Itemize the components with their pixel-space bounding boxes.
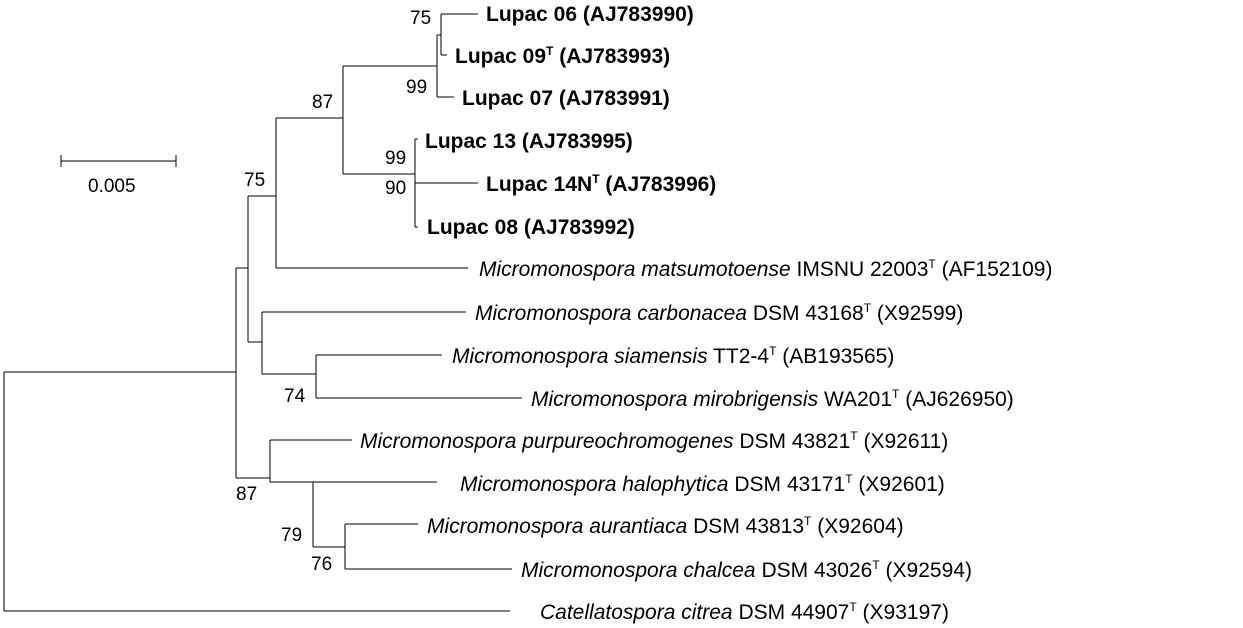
bootstrap-value: 99 [406, 77, 427, 98]
taxon-accession: (AJ783992) [524, 216, 635, 239]
taxon-species: Micromonospora chalcea [521, 559, 756, 582]
bootstrap-value: 75 [410, 8, 431, 29]
bootstrap-value: 79 [281, 525, 302, 546]
type-mark: T [850, 429, 858, 443]
type-mark: T [769, 344, 777, 358]
taxon-species: Micromonospora aurantiaca [427, 515, 687, 538]
type-mark: T [864, 301, 872, 315]
taxon-accession: (X92601) [858, 473, 944, 496]
taxon-name: Lupac 09 [455, 45, 546, 68]
taxon-label-carbonacea: Micromonospora carbonacea DSM 43168T (X9… [475, 301, 963, 325]
taxon-name: Lupac 13 [425, 130, 516, 153]
bootstrap-values: 75 99 87 99 90 75 74 87 79 76 [236, 8, 431, 575]
taxon-label-siamensis: Micromonospora siamensis TT2-4T (AB19356… [452, 344, 894, 368]
taxon-strain: DSM 43813 [693, 515, 804, 538]
taxon-label-halophytica: Micromonospora halophytica DSM 43171T (X… [460, 472, 945, 496]
taxon-species: Micromonospora halophytica [460, 473, 728, 496]
taxon-label-lupac08: Lupac 08 (AJ783992) [427, 216, 635, 239]
tree-branches [3, 13, 522, 612]
taxon-label-lupac14: Lupac 14NT (AJ783996) [486, 172, 716, 196]
taxon-accession: (AJ626950) [905, 388, 1014, 411]
taxon-strain: IMSNU 22003 [796, 258, 928, 281]
taxon-accession: (AB193565) [782, 345, 894, 368]
scale-bar-label: 0.005 [88, 176, 136, 197]
type-mark: T [546, 44, 554, 58]
bootstrap-value: 75 [244, 170, 265, 191]
bootstrap-value: 74 [284, 386, 306, 407]
taxon-label-purpureochromogenes: Micromonospora purpureochromogenes DSM 4… [360, 429, 948, 453]
taxon-strain: DSM 43171 [734, 473, 845, 496]
taxon-accession: (X92594) [886, 559, 972, 582]
type-mark: T [592, 172, 600, 186]
taxon-strain: DSM 43168 [753, 302, 864, 325]
taxon-label-aurantiaca: Micromonospora aurantiaca DSM 43813T (X9… [427, 514, 904, 538]
taxon-accession: (X92604) [817, 515, 903, 538]
taxon-accession: (AF152109) [942, 258, 1053, 281]
bootstrap-value: 87 [312, 92, 333, 113]
taxon-accession: (AJ783990) [583, 3, 694, 26]
type-mark: T [872, 558, 880, 572]
taxon-name: Lupac 08 [427, 216, 518, 239]
type-mark: T [845, 472, 853, 486]
bootstrap-value: 87 [236, 484, 257, 505]
taxon-name: Lupac 07 [462, 87, 553, 110]
taxon-accession: (X93197) [863, 601, 949, 624]
taxon-species: Micromonospora matsumotoense [479, 258, 791, 281]
taxon-strain: TT2-4 [713, 345, 769, 368]
taxon-accession: (AJ783991) [559, 87, 670, 110]
taxon-label-lupac07: Lupac 07 (AJ783991) [462, 87, 670, 110]
bootstrap-value: 76 [311, 554, 332, 575]
bootstrap-value: 90 [385, 178, 406, 199]
bootstrap-value: 99 [385, 148, 406, 169]
taxon-accession: (AJ783996) [605, 173, 716, 196]
type-mark: T [849, 600, 857, 614]
taxon-strain: WA201 [824, 388, 892, 411]
taxon-species: Micromonospora carbonacea [475, 302, 747, 325]
taxon-label-catellatospora: Catellatospora citrea DSM 44907T (X93197… [540, 600, 949, 624]
taxon-species: Micromonospora mirobrigensis [531, 388, 819, 411]
taxon-accession: (AJ783995) [522, 130, 633, 153]
type-mark: T [928, 257, 936, 271]
taxon-label-lupac09: Lupac 09T (AJ783993) [455, 44, 670, 68]
taxon-strain: DSM 43026 [761, 559, 872, 582]
taxon-accession: (X92599) [877, 302, 963, 325]
type-mark: T [892, 387, 900, 401]
taxon-species: Micromonospora siamensis [452, 345, 708, 368]
taxon-label-mirobrigensis: Micromonospora mirobrigensis WA201T (AJ6… [531, 387, 1014, 411]
taxon-species: Catellatospora citrea [540, 601, 733, 624]
taxon-label-lupac13: Lupac 13 (AJ783995) [425, 130, 633, 153]
taxon-name: Lupac 14N [486, 173, 592, 196]
taxon-name: Lupac 06 [486, 3, 577, 26]
taxon-labels: Lupac 06 (AJ783990) Lupac 09T (AJ783993)… [360, 3, 1052, 624]
taxon-label-chalcea: Micromonospora chalcea DSM 43026T (X9259… [521, 558, 972, 582]
taxon-label-matsumotoense: Micromonospora matsumotoense IMSNU 22003… [479, 257, 1052, 281]
taxon-species: Micromonospora purpureochromogenes [360, 430, 734, 453]
taxon-accession: (X92611) [863, 430, 948, 453]
taxon-strain: DSM 43821 [739, 430, 850, 453]
taxon-accession: (AJ783993) [559, 45, 670, 68]
scale-bar: 0.005 [60, 155, 177, 197]
type-mark: T [804, 514, 812, 528]
taxon-strain: DSM 44907 [738, 601, 849, 624]
taxon-label-lupac06: Lupac 06 (AJ783990) [486, 3, 694, 26]
